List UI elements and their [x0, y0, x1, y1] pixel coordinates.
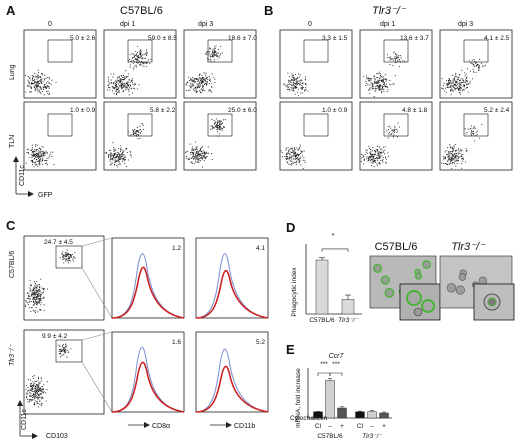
flow-plot: 18.6 ± 7.0 [183, 29, 257, 99]
panel-a-yaxis-label: CD11c [19, 165, 26, 186]
flow-plot: 24.7 ± 4.5 [23, 235, 105, 321]
panel-a-title: C57BL/6 [120, 5, 163, 17]
flow-plot: 4.1 ± 2.5 [439, 29, 513, 99]
panel-e-treat-3: Cl [357, 423, 364, 430]
panel-e-sig-1: *** [332, 361, 340, 368]
panel-c-hist-xlabel-0: CD8α [152, 423, 170, 430]
panel-c-letter: C [6, 218, 16, 233]
panel-c-hist-xlabel-1: CD11b [234, 423, 255, 430]
flow-plot: 5.0 ± 2.6 [23, 29, 97, 99]
panel-d-ylabel: Phagocytic index [291, 267, 298, 317]
panel-c-xaxis-label: CD103 [46, 433, 68, 440]
sig-bracket [329, 372, 343, 376]
panel-a-tln-1-value: 5.8 ± 2.2 [150, 107, 176, 114]
panel-e-group-0: C57BL/6 [317, 433, 343, 440]
chart-phagocytic [305, 244, 362, 315]
panel-e-sig-0: *** [320, 361, 328, 368]
panel-e-letter: E [286, 342, 295, 357]
bar [367, 411, 377, 419]
chart-ccr7 [307, 368, 392, 419]
flow-plot: 1.0 ± 0.9 [23, 101, 97, 171]
panel-e-title: Ccr7 [329, 353, 345, 360]
bar [341, 299, 355, 315]
panel-b-lung-1-value: 13.6 ± 3.7 [400, 35, 429, 42]
panel-b-col-2: dpi 3 [458, 21, 473, 28]
panel-a-letter: A [6, 3, 16, 18]
panel-b-tln-1-value: 4.8 ± 1.8 [402, 107, 428, 114]
panel-a-row-tln: TLN [9, 135, 16, 148]
flow-plot: 1.0 ± 0.9 [279, 101, 353, 171]
panel-a-row-lung: Lung [9, 64, 16, 80]
panel-a-tln-2-value: 25.0 ± 6.0 [228, 107, 257, 114]
bar [337, 407, 347, 419]
flow-plot: 4.8 ± 1.8 [359, 101, 433, 171]
panel-a-lung-2-value: 18.6 ± 7.0 [228, 35, 257, 42]
bar [325, 380, 335, 419]
panel-d-letter: D [286, 220, 295, 235]
gate-connectors [81, 237, 113, 413]
panel-e-treat-0: Cl [315, 423, 322, 430]
panel-c-hist-value: 1.2 [172, 245, 181, 252]
panel-b-col-1: dpi 1 [380, 21, 395, 28]
panel-c-hist-value: 4.1 [256, 245, 265, 252]
flow-plot: 59.0 ± 8.5 [103, 29, 177, 99]
panel-a-lung-1-value: 59.0 ± 8.5 [148, 35, 177, 42]
sig-bracket [317, 372, 331, 376]
panel-a-lung-0-value: 5.0 ± 2.6 [70, 35, 96, 42]
panel-c-yaxis-label: CD11c [21, 409, 28, 430]
panel-e-treat-1: – [328, 423, 332, 430]
panel-b-lung-2-value: 4.1 ± 2.5 [484, 35, 510, 42]
panel-b-lung-0-value: 3.3 ± 1.5 [322, 35, 348, 42]
panel-c-row-0: C57BL/6 [9, 251, 16, 278]
bar [315, 259, 329, 315]
axis-arrows [17, 400, 38, 439]
bar [379, 412, 389, 419]
panel-c-row-1: Tlr3⁻/⁻ [9, 343, 16, 366]
flow-plot: 13.6 ± 3.7 [359, 29, 433, 99]
panel-a-col-2: dpi 3 [198, 21, 213, 28]
micrograph-c57bl6 [369, 255, 441, 321]
flow-plot: 25.0 ± 6.0 [183, 101, 257, 171]
panel-d-image-title-1: Tlr3⁻/⁻ [451, 241, 486, 253]
panel-a-xaxis-label: GFP [38, 192, 53, 199]
bar [355, 411, 365, 419]
panel-c-hist-value: 1.6 [172, 339, 181, 346]
sig-bracket [321, 248, 349, 252]
flow-plot: 5.8 ± 2.2 [103, 101, 177, 171]
panel-e-ylabel: mRNA, fold increase [295, 368, 302, 428]
histogram-plot: 5.2 [195, 331, 269, 413]
panel-d-xtick-1: Tlr3⁻/⁻ [338, 317, 358, 324]
panel-b-title: Tlr3⁻/⁻ [372, 5, 407, 17]
panel-b-tln-0-value: 1.0 ± 0.9 [322, 107, 348, 114]
panel-a-col-0: 0 [48, 21, 52, 28]
panel-e-row-label: Cytochalasin [290, 415, 328, 422]
panel-b-letter: B [264, 3, 273, 18]
panel-c-gate-value-0: 24.7 ± 4.5 [44, 239, 73, 246]
histogram-plot: 4.1 [195, 237, 269, 319]
panel-e-group-1: Tlr3⁻/⁻ [362, 433, 382, 440]
panel-b-col-0: 0 [308, 21, 312, 28]
micrograph-tlr3 [439, 255, 515, 321]
flow-plot: 9.9 ± 4.2 [23, 329, 105, 415]
panel-e-treat-4: – [370, 423, 374, 430]
panel-d-xtick-0: C57BL/6 [309, 317, 335, 324]
panel-d-image-title-0: C57BL/6 [375, 241, 418, 253]
flow-plot: 5.2 ± 2.4 [439, 101, 513, 171]
panel-c-hist-value: 5.2 [256, 339, 265, 346]
panel-a-tln-0-value: 1.0 ± 0.9 [70, 107, 96, 114]
histogram-plot: 1.2 [111, 237, 185, 319]
panel-d-sig: * [332, 233, 335, 240]
panel-b-tln-2-value: 5.2 ± 2.4 [484, 107, 510, 114]
panel-e-treat-2: + [340, 423, 344, 430]
panel-c-gate-value-1: 9.9 ± 4.2 [42, 333, 68, 340]
panel-a-col-1: dpi 1 [120, 21, 135, 28]
axis-arrows [13, 156, 34, 197]
flow-plot: 3.3 ± 1.5 [279, 29, 353, 99]
panel-e-treat-5: + [382, 423, 386, 430]
histogram-plot: 1.6 [111, 331, 185, 413]
